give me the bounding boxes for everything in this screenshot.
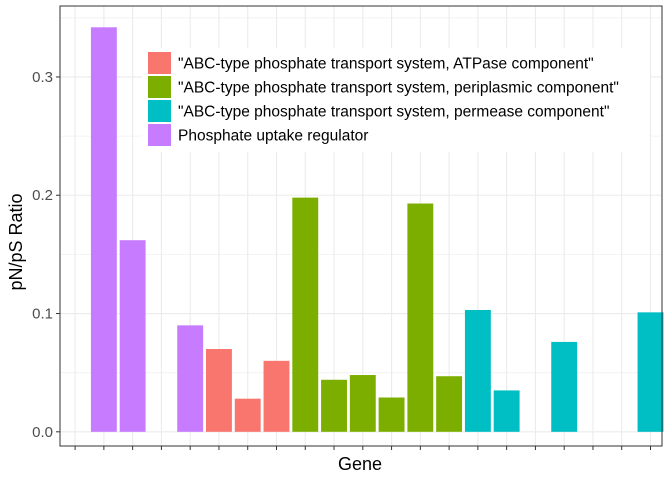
y-axis-title: pN/pS Ratio <box>6 193 26 290</box>
bar <box>407 203 434 432</box>
x-axis-title: Gene <box>338 454 382 474</box>
bar <box>292 197 319 432</box>
bar <box>637 312 664 432</box>
legend: "ABC-type phosphate transport system, AT… <box>142 48 650 152</box>
y-tick-label: 0.2 <box>32 187 53 204</box>
y-tick-label: 0.1 <box>32 306 53 323</box>
bar <box>206 349 232 432</box>
bar <box>349 375 376 432</box>
axes: 0.0 0.1 0.2 0.3 <box>32 69 651 450</box>
bar <box>378 397 405 432</box>
legend-key <box>148 52 171 74</box>
y-tick-label: 0.3 <box>32 69 53 86</box>
bar <box>493 390 520 432</box>
legend-label: "ABC-type phosphate transport system, pe… <box>178 80 619 97</box>
bar <box>551 341 578 432</box>
legend-label: "ABC-type phosphate transport system, AT… <box>178 56 594 73</box>
legend-key <box>148 100 171 122</box>
legend-label: "ABC-type phosphate transport system, pe… <box>178 104 609 121</box>
bar <box>234 398 261 432</box>
bar <box>321 379 347 432</box>
y-tick-label: 0.0 <box>32 424 53 441</box>
bar <box>119 240 146 432</box>
bar <box>464 309 491 432</box>
bar <box>177 325 204 432</box>
bars <box>90 27 664 432</box>
legend-key <box>148 124 171 146</box>
legend-background <box>142 48 650 152</box>
legend-label: Phosphate uptake regulator <box>178 128 368 145</box>
bar <box>263 360 290 432</box>
bar <box>436 376 463 432</box>
plot-panel-border <box>59 5 663 447</box>
bar <box>90 27 117 432</box>
legend-key <box>148 76 171 98</box>
